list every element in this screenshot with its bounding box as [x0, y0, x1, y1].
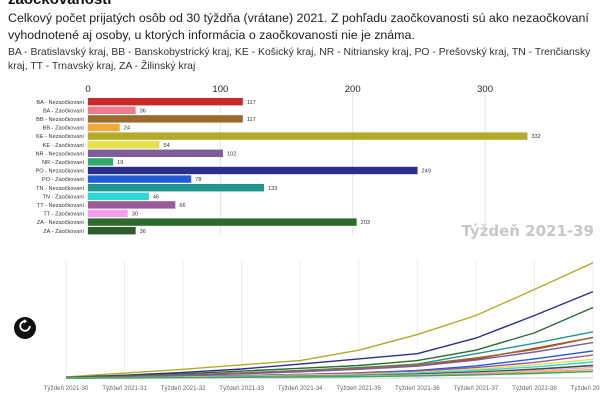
- restart-button[interactable]: [14, 317, 36, 339]
- bar-value-label: 19: [117, 160, 123, 166]
- bar-value-label: 54: [163, 143, 169, 149]
- category-label: BA - Zaočkovaní: [43, 108, 84, 114]
- category-label: PO - Zaočkovaní: [42, 177, 84, 183]
- chart-title: zaočkovanosti: [8, 0, 111, 8]
- x-tick-label: Týždeň 2021-32: [161, 385, 206, 392]
- x-tick-label: Týždeň 2021-37: [454, 385, 499, 392]
- x-tick-label: Týždeň 2021-31: [102, 385, 147, 392]
- week-label: Týždeň 2021-39: [461, 222, 594, 240]
- bar: [88, 149, 223, 157]
- region-abbreviations: BA - Bratislavský kraj, BB - Banskobystr…: [8, 47, 591, 72]
- bar-value-label: 117: [247, 117, 256, 123]
- series-line: [65, 290, 594, 378]
- category-label: ZA - Zaočkovaní: [43, 229, 84, 235]
- bar: [88, 201, 176, 209]
- bar-value-label: 133: [268, 186, 277, 192]
- bar-value-label: 102: [227, 151, 236, 157]
- bar: [88, 115, 243, 123]
- bar: [88, 227, 136, 235]
- series-line: [66, 370, 594, 379]
- x-tick-label: Týždeň 2021-30: [44, 385, 89, 392]
- bar: [88, 175, 192, 183]
- bar: [88, 98, 243, 106]
- x-tick-label: Týždeň 2021-33: [219, 385, 264, 392]
- category-label: BB - Zaočkovaní: [43, 126, 85, 132]
- x-tick-label: Týždeň 2021-34: [278, 385, 323, 392]
- line-chart: Týždeň 2021-30 Týždeň 2021-31 Týždeň 2021-…: [44, 260, 600, 392]
- bar: [88, 192, 149, 200]
- x-tick-label: 100: [212, 84, 228, 95]
- series-line: [65, 262, 594, 378]
- category-label: TT - Nezaočkovaní: [37, 203, 85, 209]
- restart-icon: [18, 318, 32, 338]
- category-label: NR - Nezaočkovaní: [36, 151, 85, 157]
- category-label: TN - Zaočkovaní: [43, 194, 85, 200]
- bar-value-label: 117: [247, 100, 256, 106]
- category-label: KE - Nezaočkovaní: [36, 134, 84, 140]
- category-label: BA - Nezaočkovaní: [36, 100, 84, 106]
- chart-subtitle: Celkový počet prijatých osôb od 30 týždň…: [8, 11, 589, 42]
- x-tick-label: 0: [85, 84, 90, 95]
- bar-value-label: 24: [124, 126, 130, 132]
- bar-value-label: 66: [179, 203, 185, 209]
- series-line: [65, 306, 594, 378]
- bar: [88, 184, 265, 192]
- category-label: PO - Nezaočkovaní: [35, 169, 84, 175]
- bar-value-label: 30: [132, 212, 138, 218]
- bar: [88, 209, 128, 218]
- category-label: ZA - Nezaočkovaní: [37, 220, 85, 226]
- bar: [88, 158, 114, 166]
- category-label: TT - Zaočkovaní: [43, 212, 84, 218]
- bar-value-label: 203: [361, 220, 370, 226]
- category-label: BB - Nezaočkovaní: [36, 117, 84, 123]
- x-tick-label: Týždeň 2021-35: [336, 385, 381, 392]
- bar-value-label: 46: [153, 194, 159, 200]
- bar: [88, 166, 418, 175]
- bar-value-label: 249: [422, 169, 431, 175]
- x-tick-label: Týždeň 2021-39: [571, 385, 600, 392]
- category-label: NR - Zaočkovaní: [42, 160, 84, 166]
- bar-value-label: 36: [140, 108, 146, 114]
- bar-value-label: 332: [531, 134, 540, 140]
- bar: [88, 218, 357, 226]
- bar: [88, 132, 528, 140]
- bar-value-label: 36: [140, 229, 146, 235]
- x-tick-label: 300: [477, 84, 493, 95]
- bar: [88, 106, 136, 114]
- category-label: KE - Zaočkovaní: [43, 143, 85, 149]
- bar: [88, 141, 160, 149]
- x-tick-label: Týždeň 2021-36: [395, 385, 440, 392]
- x-tick-label: Týždeň 2021-38: [512, 385, 557, 392]
- x-tick-label: 200: [345, 84, 361, 95]
- bar-value-label: 78: [195, 177, 201, 183]
- category-label: TN - Nezaočkovaní: [36, 186, 84, 192]
- bar-chart: 0 100 200 300 BA - Nezaočkovaní 117 BA - Zaočk…: [35, 84, 541, 236]
- bar: [88, 123, 120, 132]
